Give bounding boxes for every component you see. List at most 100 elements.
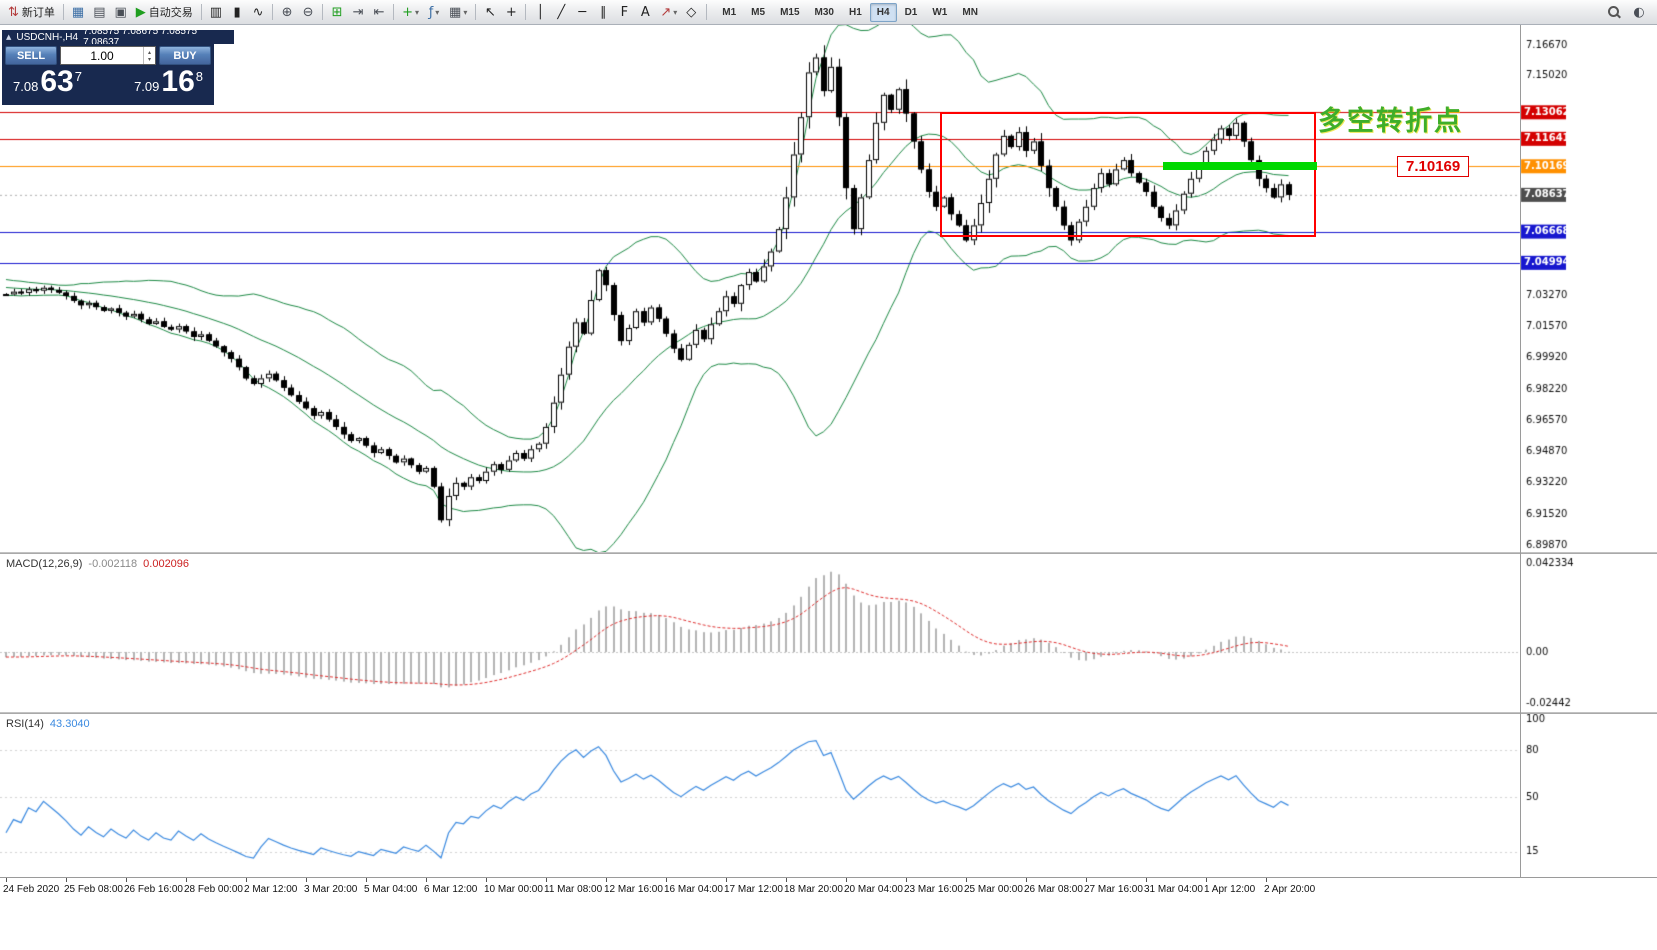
time-tick [606, 878, 607, 882]
timeframe-mn-button[interactable]: MN [962, 6, 978, 18]
timeframe-m15-button[interactable]: M15 [780, 6, 800, 18]
time-axis-label: 10 Mar 00:00 [484, 884, 543, 895]
navigator-icon: ▣ [114, 4, 127, 20]
new-chart-button[interactable]: + ▾ [398, 2, 423, 22]
time-tick [486, 878, 487, 882]
candlestick-button[interactable]: ▮ [227, 2, 247, 22]
equidistant-channel-button[interactable]: ∥ [593, 2, 613, 22]
separator [393, 4, 395, 20]
separator [272, 4, 274, 20]
time-tick [126, 878, 127, 882]
sell-button[interactable]: SELL [5, 46, 57, 65]
main-chart-canvas[interactable] [0, 25, 1657, 552]
charts-profile-button[interactable]: ▦ [68, 2, 88, 22]
timeframe-w1-button[interactable]: W1 [932, 6, 948, 18]
auto-scroll-button[interactable]: ⇥ [348, 2, 368, 22]
vertical-line-icon: │ [536, 4, 545, 20]
time-axis-label: 20 Mar 04:00 [844, 884, 903, 895]
crosshair-icon: + [505, 4, 517, 20]
timeframe-m30-button[interactable]: M30 [814, 6, 834, 18]
rsi-panel-canvas[interactable] [0, 714, 1657, 877]
price-callout[interactable]: 7.10169 [1397, 156, 1470, 177]
time-axis-label: 27 Mar 16:00 [1084, 884, 1143, 895]
fibonacci-button[interactable]: F [614, 2, 634, 22]
navigator-button[interactable]: ▣ [111, 2, 131, 22]
zoom-out-button[interactable]: ⊖ [298, 2, 318, 22]
time-tick [6, 878, 7, 882]
timeframe-m1-button[interactable]: M1 [722, 6, 737, 18]
chart-shift-button[interactable]: ⇤ [369, 2, 389, 22]
separator [322, 4, 324, 20]
separator [475, 4, 477, 20]
market-watch-button[interactable]: ▤ [89, 2, 109, 22]
community-button[interactable]: ◐ [1629, 2, 1649, 22]
time-axis-label: 25 Mar 00:00 [964, 884, 1023, 895]
new-order-button[interactable]: ⇅ 新订单 [8, 4, 55, 20]
vertical-line-button[interactable]: │ [530, 2, 550, 22]
time-tick [666, 878, 667, 882]
cursor-button[interactable]: ↖ [480, 2, 500, 22]
toolbar: ⇅ 新订单 ▦ ▤ ▣ ▶ 自动交易 ▥ ▮ ∿ ⊕ ⊖ [0, 0, 1657, 25]
bar-chart-button[interactable]: ▥ [206, 2, 226, 22]
spin-up-icon[interactable]: ▴ [147, 48, 151, 56]
timeframe-h1-button[interactable]: H1 [848, 6, 862, 18]
sell-price[interactable]: 7.08 63 7 [13, 65, 82, 98]
range-rectangle-annotation[interactable] [939, 111, 1317, 237]
community-icon: ◐ [1633, 4, 1645, 20]
time-tick [906, 878, 907, 882]
buy-button[interactable]: BUY [159, 46, 211, 65]
timeframe-h4-button[interactable]: H4 [869, 2, 897, 22]
tile-windows-button[interactable]: ⊞ [327, 2, 347, 22]
shapes-tool-button[interactable]: ◇ [682, 2, 702, 22]
time-axis-label: 6 Mar 12:00 [424, 884, 478, 895]
symbol-collapse-icon[interactable]: ▲ [6, 33, 12, 41]
time-tick [726, 878, 727, 882]
indicators-button[interactable]: ƒ ▾ [424, 2, 444, 22]
time-axis-label: 2 Mar 12:00 [244, 884, 298, 895]
charts-icon: ▦ [71, 4, 85, 20]
time-axis-label: 3 Mar 20:00 [304, 884, 358, 895]
support-highlight-annotation[interactable] [1163, 162, 1317, 171]
search-button[interactable] [1603, 2, 1625, 22]
toolbar-right-group: ◐ [1603, 2, 1653, 22]
templates-button[interactable]: ▦ ▾ [445, 2, 471, 22]
text-tool-button[interactable]: A [635, 2, 655, 22]
bar-chart-icon: ▥ [209, 4, 223, 20]
time-axis-label: 26 Feb 16:00 [124, 884, 183, 895]
time-tick [1146, 878, 1147, 882]
horizontal-line-button[interactable]: ─ [572, 2, 592, 22]
shapes-tool-icon: ◇ [686, 4, 697, 20]
volume-field[interactable]: ▴ ▾ [60, 46, 156, 65]
time-axis[interactable]: 24 Feb 2020 25 Feb 08:00 26 Feb 16:00 28 Fe… [0, 877, 1657, 900]
chart-shift-icon: ⇤ [373, 4, 385, 20]
tile-windows-icon: ⊞ [331, 4, 343, 20]
fibonacci-icon: F [620, 4, 629, 20]
timeframe-m5-button[interactable]: M5 [751, 6, 766, 18]
turning-point-annotation[interactable]: 多空转折点 [1318, 106, 1463, 136]
trendline-button[interactable]: ╱ [551, 2, 571, 22]
cursor-icon: ↖ [484, 4, 496, 20]
time-axis-label: 16 Mar 04:00 [664, 884, 723, 895]
zoom-in-icon: ⊕ [281, 4, 293, 20]
buy-price[interactable]: 7.09 16 8 [134, 65, 203, 98]
zoom-in-button[interactable]: ⊕ [277, 2, 297, 22]
macd-panel-canvas[interactable] [0, 554, 1657, 712]
panel-divider[interactable] [0, 552, 1657, 554]
panel-divider[interactable] [0, 712, 1657, 714]
time-tick [306, 878, 307, 882]
time-axis-label: 18 Mar 20:00 [784, 884, 843, 895]
time-axis-label: 25 Feb 08:00 [64, 884, 123, 895]
timeframe-toolbar: M1 M5 M15 M30 H1 H4 D1 W1 MN [715, 2, 985, 22]
separator [62, 4, 64, 20]
line-chart-button[interactable]: ∿ [248, 2, 268, 22]
timeframe-d1-button[interactable]: D1 [904, 6, 918, 18]
arrows-tool-button[interactable]: ↗ ▾ [656, 2, 681, 22]
new-order-icon: ⇅ [8, 4, 19, 20]
spin-down-icon[interactable]: ▾ [147, 55, 151, 63]
volume-input[interactable] [61, 48, 143, 63]
channel-icon: ∥ [600, 4, 607, 20]
volume-spinner[interactable]: ▴ ▾ [143, 47, 155, 64]
crosshair-button[interactable]: + [501, 2, 521, 22]
autotrading-button[interactable]: ▶ 自动交易 [135, 4, 193, 20]
